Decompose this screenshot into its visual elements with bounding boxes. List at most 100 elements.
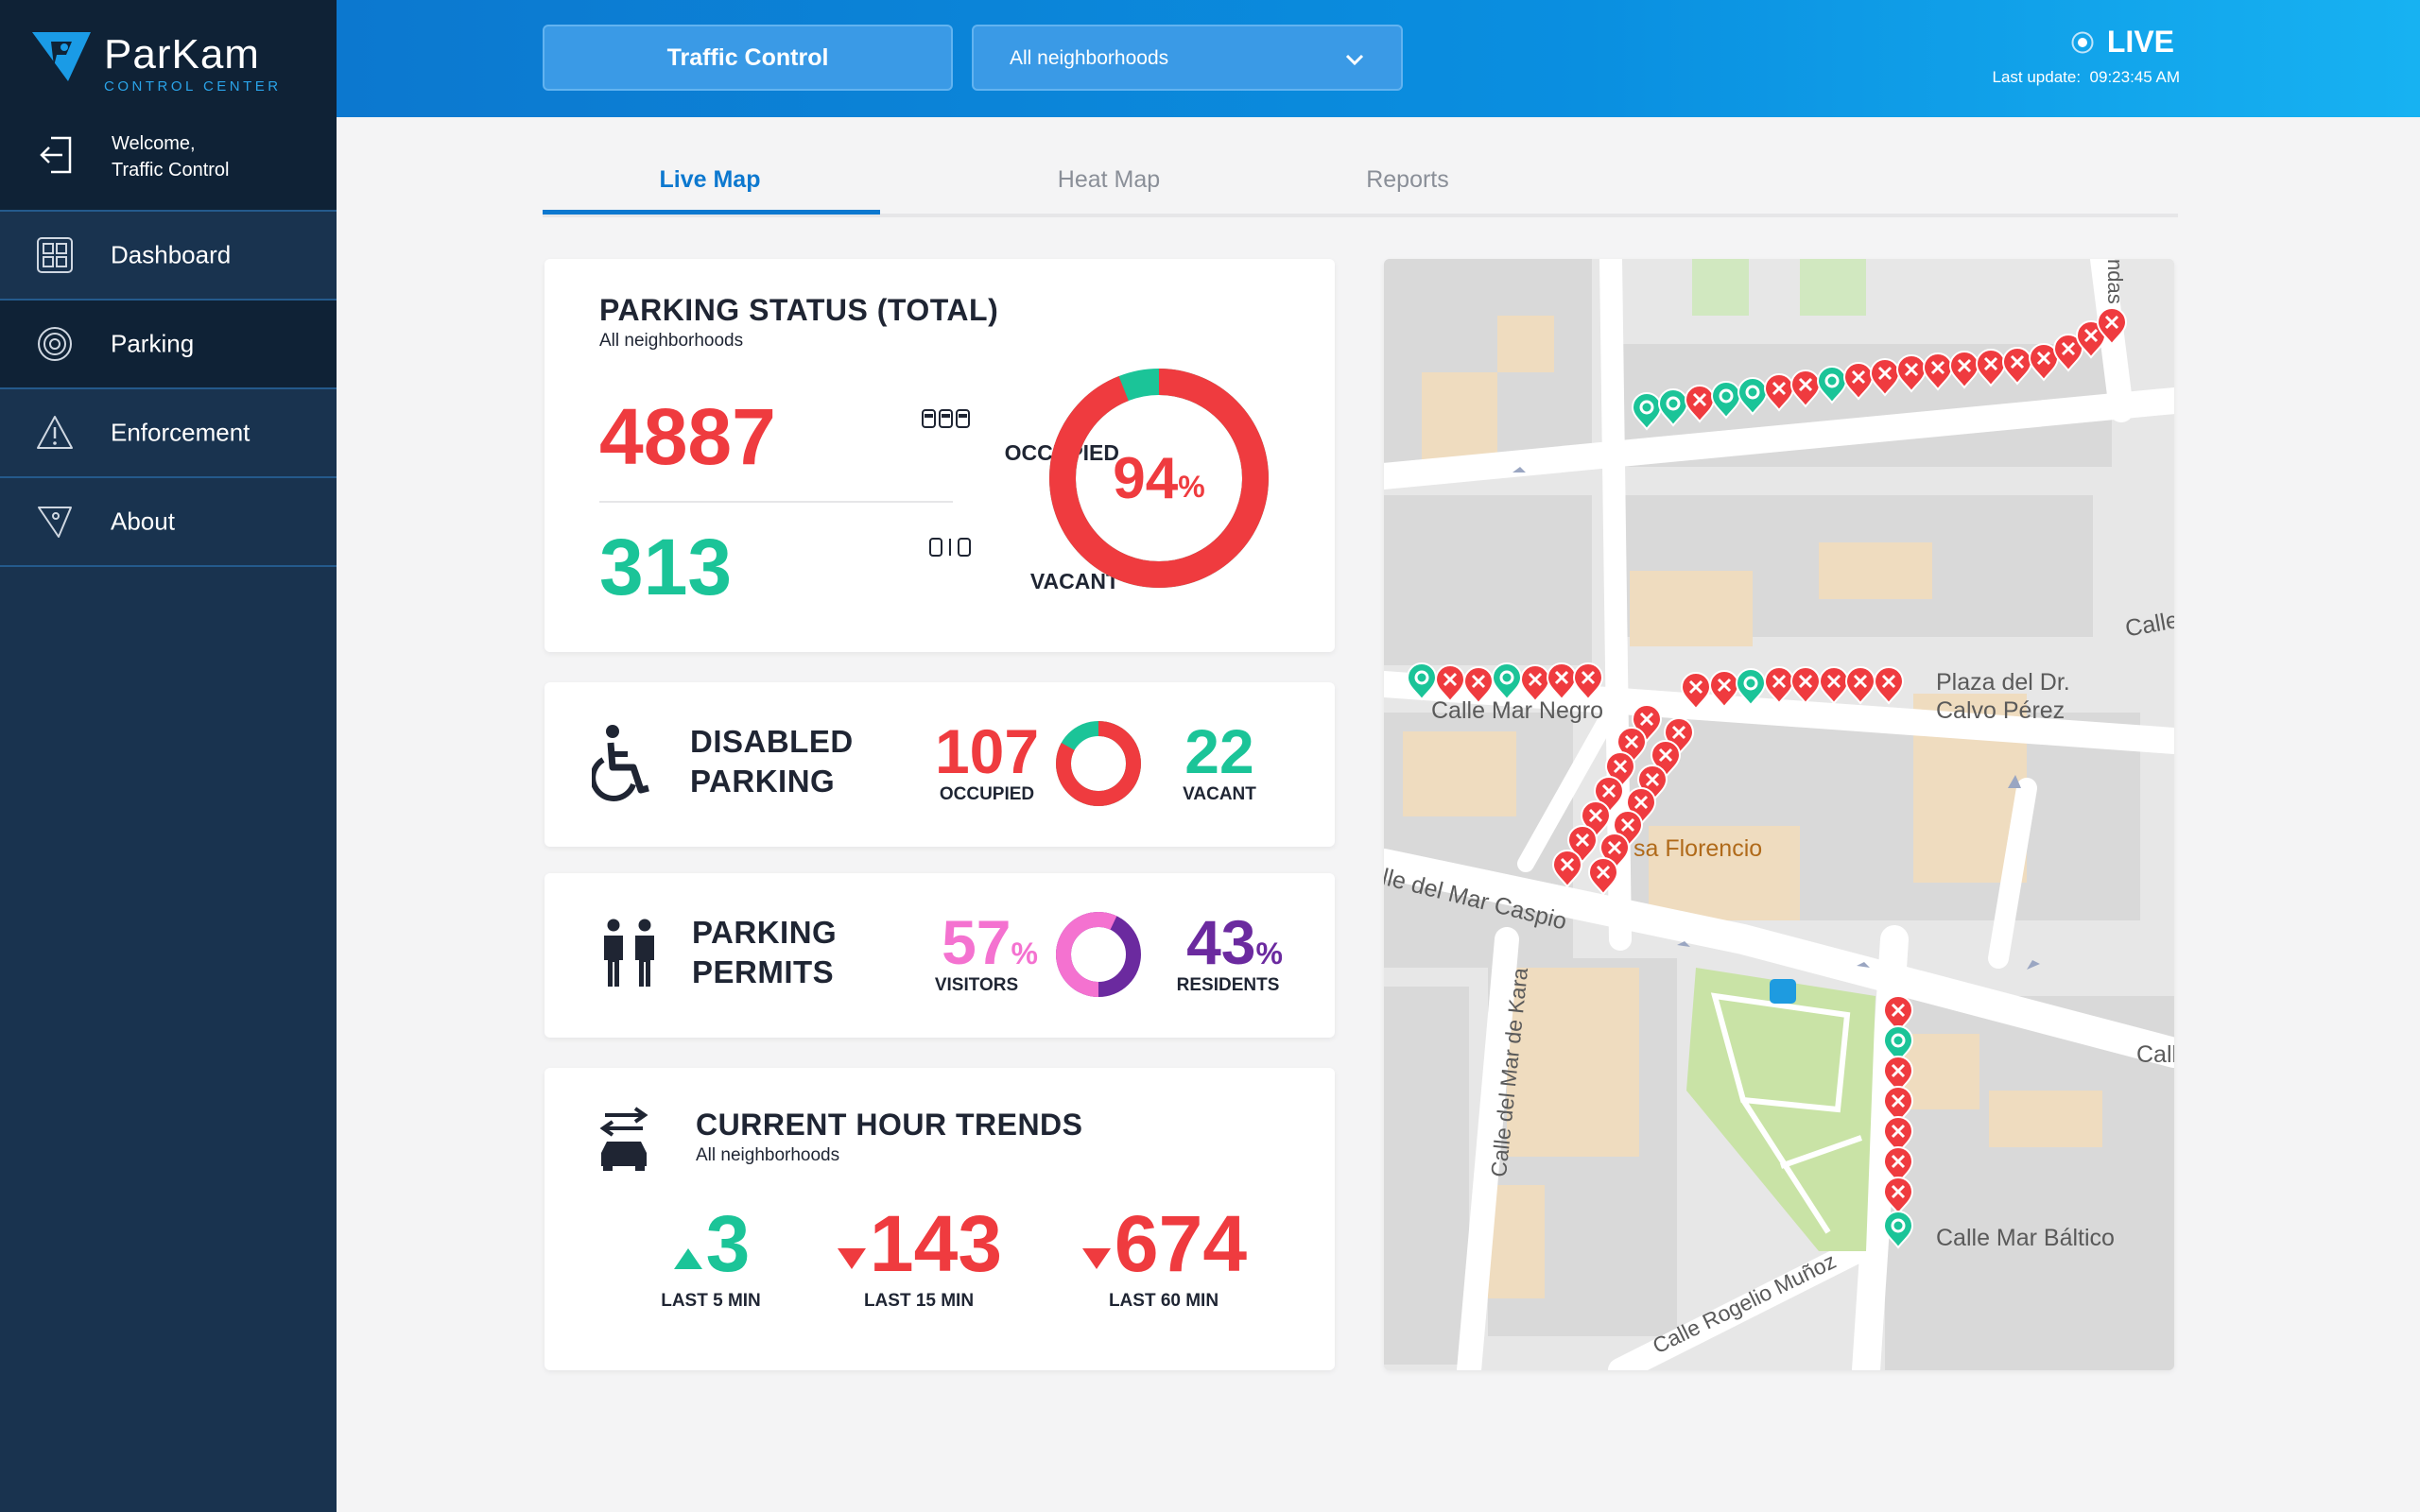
trend-5min: 3 bbox=[616, 1204, 805, 1283]
neighborhood-select[interactable]: All neighborhoods bbox=[972, 25, 1403, 91]
trend-60min: 674 bbox=[1053, 1204, 1274, 1283]
parking-status-title: PARKING STATUS (TOTAL) bbox=[599, 293, 999, 327]
permits-title: PARKING PERMITS bbox=[692, 913, 837, 992]
disabled-vacant-label: VACANT bbox=[1183, 784, 1256, 804]
occupied-pin-icon[interactable] bbox=[1922, 352, 1954, 391]
sidebar-item-dashboard[interactable]: Dashboard bbox=[0, 212, 337, 301]
occupied-pin-icon[interactable] bbox=[1684, 385, 1716, 423]
occupied-pin-icon[interactable] bbox=[1882, 1086, 1914, 1125]
live-label: LIVE bbox=[2106, 25, 2174, 59]
residents-percent-sign: % bbox=[1255, 936, 1283, 971]
occupied-pin-icon[interactable] bbox=[1882, 1056, 1914, 1094]
occupied-pin-icon[interactable] bbox=[1519, 664, 1551, 703]
dashboard-grid-icon bbox=[37, 237, 73, 273]
view-tabs: Live Map Heat Map Reports bbox=[543, 151, 2178, 217]
street-label-ndas: ndas bbox=[2103, 259, 2127, 304]
sidebar-item-label: About bbox=[111, 507, 175, 536]
occupied-pin-icon[interactable] bbox=[1572, 662, 1604, 701]
occupied-pin-icon[interactable] bbox=[1680, 672, 1712, 711]
vacant-pin-icon[interactable] bbox=[1657, 388, 1689, 427]
parkam-logo-icon bbox=[32, 32, 91, 81]
occupied-pin-icon[interactable] bbox=[1882, 1177, 1914, 1215]
occupancy-donut-occupied bbox=[1049, 369, 1269, 588]
chevron-down-icon bbox=[1345, 54, 1364, 66]
occupied-pin-icon[interactable] bbox=[1763, 666, 1795, 705]
disabled-title-line2: PARKING bbox=[690, 764, 836, 799]
occupied-pin-icon[interactable] bbox=[1789, 369, 1822, 408]
last-update-time: 09:23:45 AM bbox=[2089, 68, 2180, 86]
disabled-donut-occupied bbox=[1056, 721, 1141, 806]
occupied-pin-icon[interactable] bbox=[1873, 666, 1905, 705]
traffic-control-button[interactable]: Traffic Control bbox=[543, 25, 953, 91]
occupied-pin-icon[interactable] bbox=[1975, 349, 2007, 387]
tab-reports[interactable]: Reports bbox=[1366, 166, 1449, 193]
vacant-pin-icon[interactable] bbox=[1710, 381, 1742, 420]
live-map[interactable]: Calle Mar Negro lle del Mar Caspio Calle… bbox=[1384, 259, 2174, 1370]
occupied-pin-icon[interactable] bbox=[1708, 670, 1740, 709]
vacant-pin-icon[interactable] bbox=[1631, 392, 1663, 431]
occupied-pin-icon[interactable] bbox=[1551, 850, 1583, 888]
target-icon bbox=[38, 327, 72, 361]
occupied-pin-icon[interactable] bbox=[2096, 307, 2128, 346]
occupied-pin-icon[interactable] bbox=[1789, 666, 1822, 705]
top-bar: Traffic Control All neighborhoods LIVE L… bbox=[337, 0, 2420, 117]
bus-stop-icon[interactable] bbox=[1770, 979, 1796, 1004]
live-indicator: LIVE bbox=[2071, 25, 2174, 60]
occupied-pin-icon[interactable] bbox=[1844, 666, 1876, 705]
vacant-pin-icon[interactable] bbox=[1737, 377, 1769, 416]
occupied-pin-icon[interactable] bbox=[1869, 358, 1901, 397]
sidebar-item-about[interactable]: About bbox=[0, 478, 337, 567]
visitors-label: VISITORS bbox=[934, 975, 1019, 995]
occupied-pin-icon[interactable] bbox=[1818, 666, 1850, 705]
occupied-pin-icon[interactable] bbox=[1895, 354, 1927, 393]
street-label-mar-baltico: Calle Mar Báltico bbox=[1936, 1225, 2115, 1251]
trend-5min-value: 3 bbox=[705, 1199, 751, 1288]
occupied-pin-icon[interactable] bbox=[2052, 334, 2084, 372]
occupied-pin-icon[interactable] bbox=[1882, 995, 1914, 1034]
occupied-pin-icon[interactable] bbox=[1462, 666, 1495, 705]
tab-live-map[interactable]: Live Map bbox=[659, 166, 761, 193]
parking-pins[interactable] bbox=[1406, 307, 2128, 1249]
occupied-pin-icon[interactable] bbox=[1882, 1116, 1914, 1155]
sidebar-item-parking[interactable]: Parking bbox=[0, 301, 337, 389]
occupancy-percent-sign: % bbox=[1178, 469, 1205, 504]
stats-divider bbox=[599, 501, 953, 503]
occupied-pin-icon[interactable] bbox=[2075, 320, 2107, 359]
vacant-pin-icon[interactable] bbox=[1735, 668, 1767, 707]
trend-60min-label: LAST 60 MIN bbox=[1108, 1291, 1219, 1311]
occupied-pin-icon[interactable] bbox=[1763, 373, 1795, 412]
occupied-pin-icon[interactable] bbox=[1546, 662, 1578, 701]
occupied-pin-icon[interactable] bbox=[1587, 857, 1619, 896]
vacant-pin-icon[interactable] bbox=[1816, 366, 1848, 404]
plaza-label-line2: Calvo Pérez bbox=[1936, 697, 2066, 724]
arrow-down-icon bbox=[1081, 1248, 1111, 1269]
parking-status-subtitle: All neighborhoods bbox=[599, 331, 744, 351]
map-canvas[interactable] bbox=[1384, 259, 2174, 1370]
permits-title-line2: PERMITS bbox=[692, 954, 835, 989]
occupied-pin-icon[interactable] bbox=[1948, 351, 1980, 389]
logout-icon[interactable] bbox=[38, 134, 74, 176]
street-label-mar-negro: Calle Mar Negro bbox=[1431, 697, 1604, 724]
vacant-pin-icon[interactable] bbox=[1882, 1025, 1914, 1064]
trends-title: CURRENT HOUR TRENDS bbox=[696, 1108, 1083, 1142]
visitors-percent-sign: % bbox=[1011, 936, 1038, 971]
occupied-pin-icon[interactable] bbox=[2028, 343, 2060, 382]
occupied-pin-icon[interactable] bbox=[1882, 1146, 1914, 1185]
trend-15min-value: 143 bbox=[869, 1199, 1003, 1288]
trend-15min-label: LAST 15 MIN bbox=[863, 1291, 975, 1311]
vacant-pin-icon[interactable] bbox=[1491, 662, 1523, 701]
occupied-pin-icon[interactable] bbox=[1434, 664, 1466, 703]
occupied-pin-icon[interactable] bbox=[1842, 362, 1875, 401]
trend-15min: 143 bbox=[815, 1204, 1023, 1283]
trend-60min-value: 674 bbox=[1114, 1199, 1248, 1288]
vacant-pin-icon[interactable] bbox=[1406, 662, 1438, 701]
vacant-pin-icon[interactable] bbox=[1882, 1211, 1914, 1249]
occupied-pin-icon[interactable] bbox=[2001, 347, 2033, 386]
brand-subtitle: CONTROL CENTER bbox=[104, 78, 282, 94]
wheelchair-icon bbox=[592, 725, 649, 801]
disabled-parking-card: DISABLED PARKING 107 OCCUPIED 22 VACANT bbox=[544, 682, 1335, 847]
tab-heat-map[interactable]: Heat Map bbox=[1057, 166, 1161, 193]
sidebar-item-enforcement[interactable]: Enforcement bbox=[0, 389, 337, 478]
vacant-count: 313 bbox=[599, 523, 733, 611]
sidebar-item-label: Enforcement bbox=[111, 418, 251, 447]
